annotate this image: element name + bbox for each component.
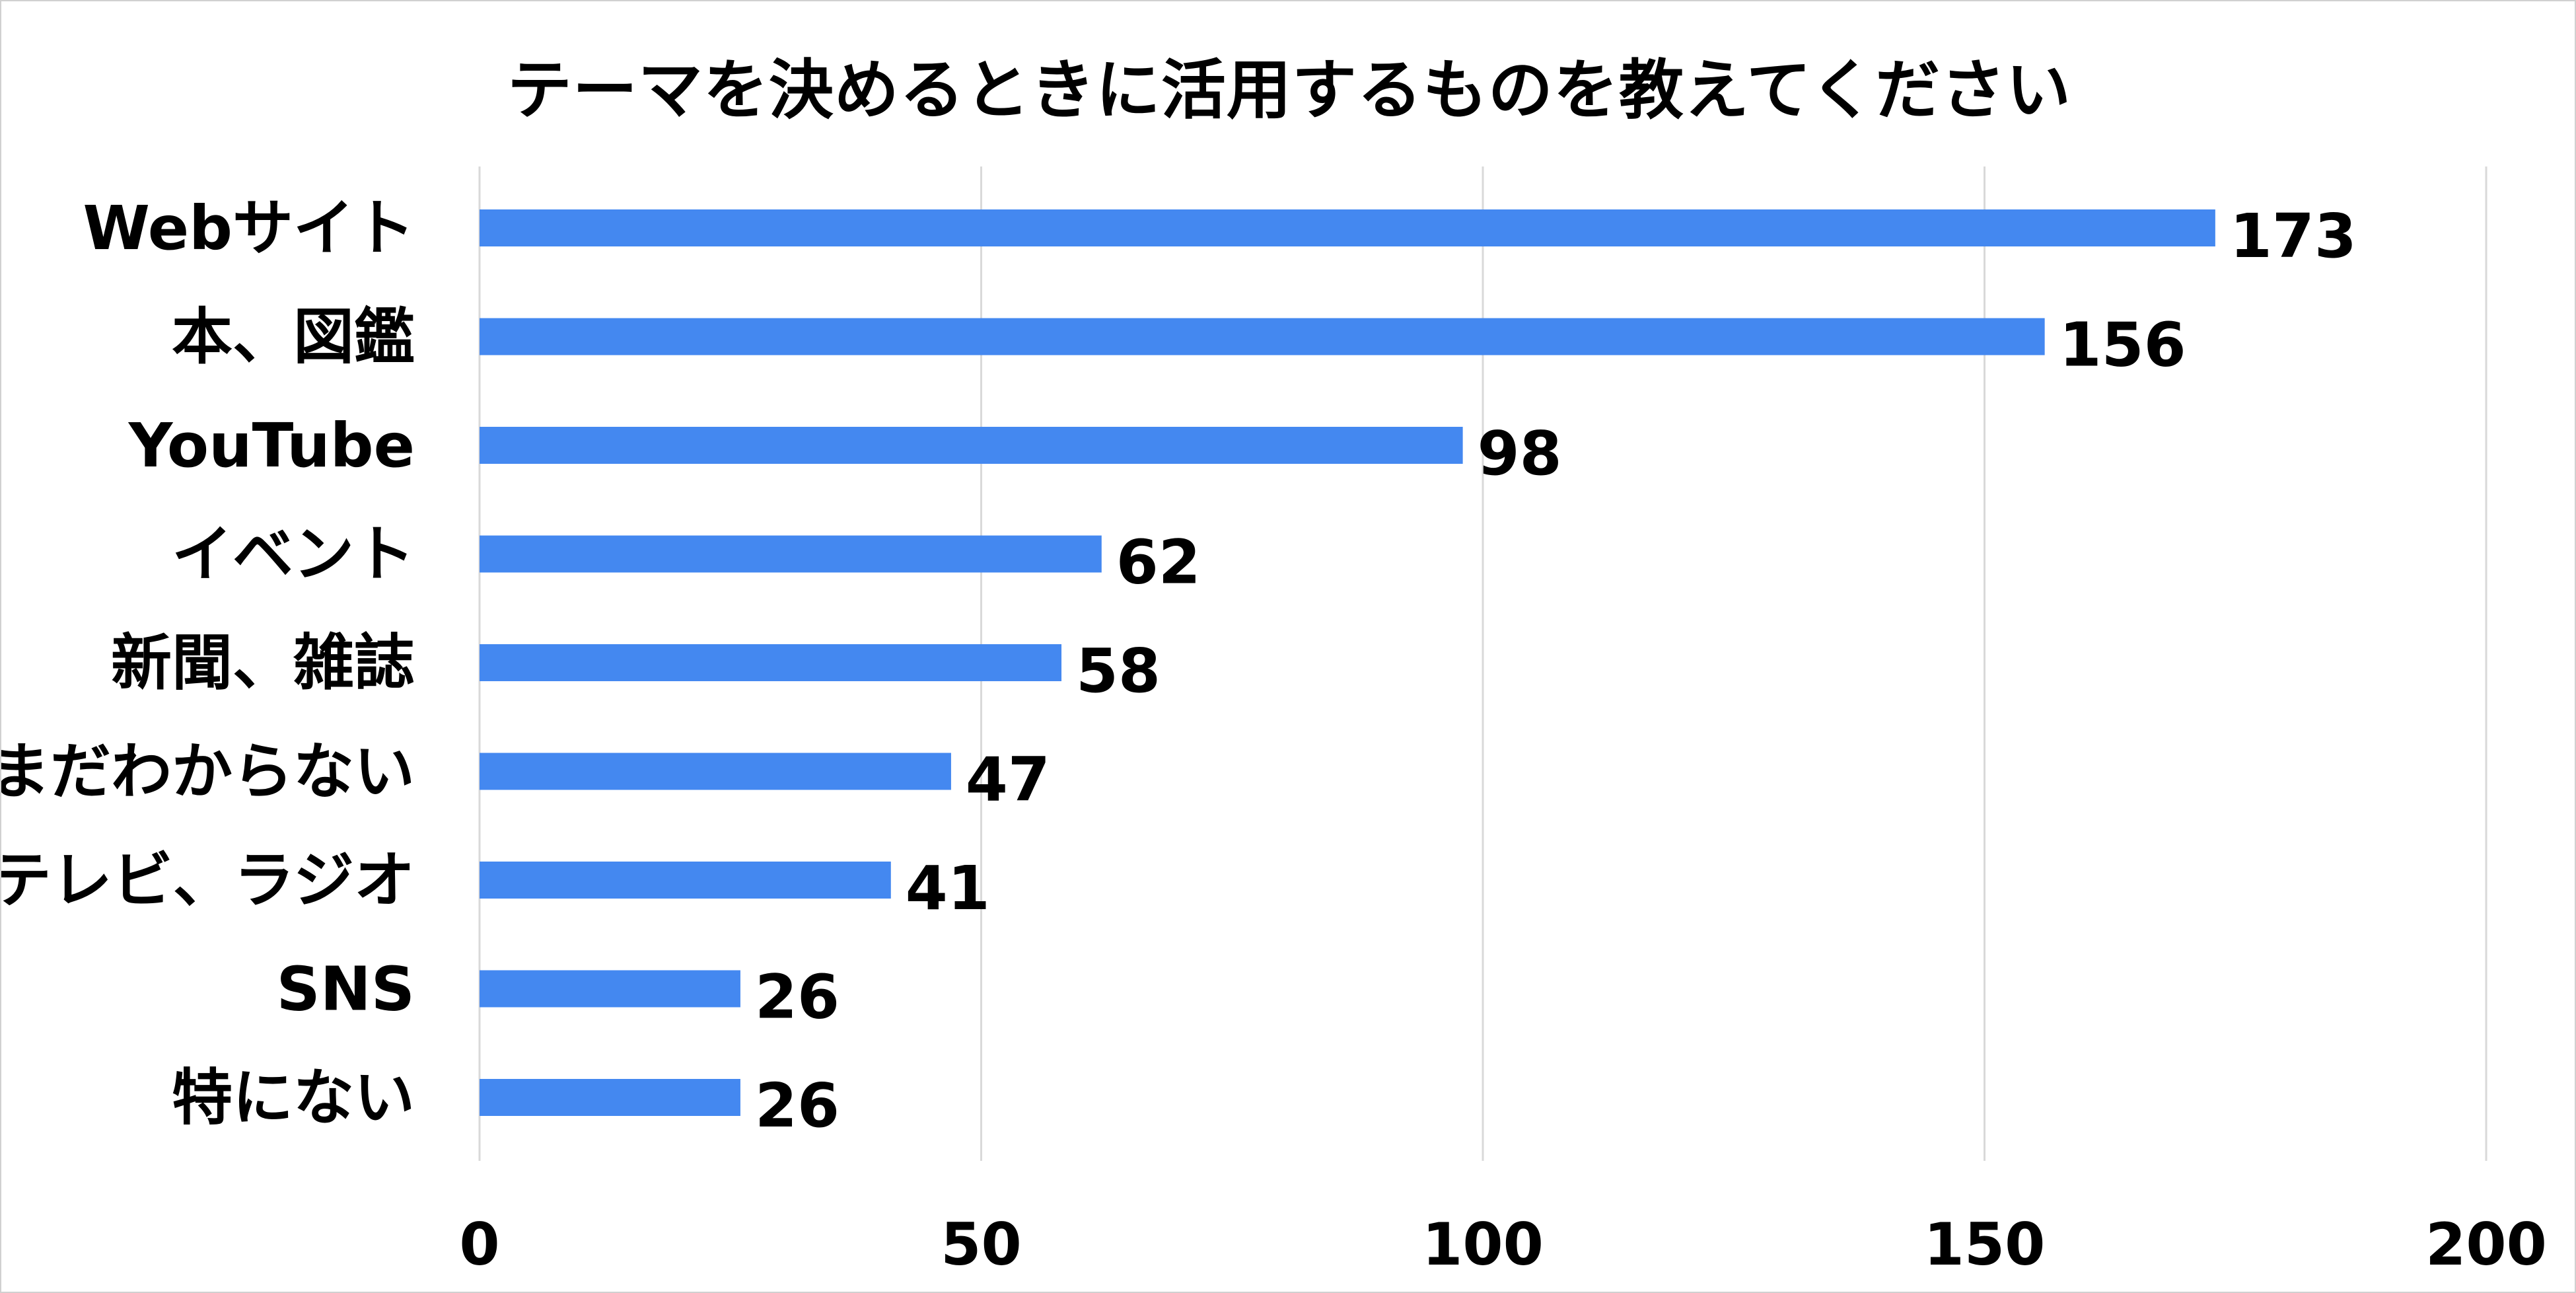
- value-label: 26: [755, 1070, 840, 1141]
- category-label: 本、図鑑: [172, 302, 415, 373]
- category-label: 特にない: [172, 1062, 415, 1133]
- bar: [480, 862, 891, 899]
- value-label: 156: [2059, 310, 2186, 381]
- x-tick-label: 50: [941, 1210, 1021, 1278]
- bar: [480, 209, 2215, 246]
- chart-title: テーマを決めるときに活用するものを教えてください: [507, 53, 2072, 128]
- bar: [480, 1079, 740, 1116]
- bar: [480, 427, 1463, 464]
- category-label: Webサイト: [83, 193, 415, 264]
- x-tick-label: 150: [1924, 1210, 2046, 1278]
- bar: [480, 970, 740, 1008]
- value-label: 62: [1116, 527, 1201, 598]
- x-tick-label: 200: [2425, 1210, 2547, 1278]
- x-tick-label: 100: [1422, 1210, 1544, 1278]
- category-label: 新聞、雑誌: [111, 628, 415, 698]
- value-label: 47: [966, 745, 1050, 815]
- bar: [480, 753, 951, 790]
- category-label: YouTube: [128, 410, 415, 481]
- x-tick-label: 0: [459, 1210, 499, 1278]
- category-label: まだわからない: [1, 737, 415, 807]
- category-label: テレビ、ラジオ: [1, 845, 415, 916]
- bar: [480, 318, 2045, 355]
- bar: [480, 644, 1062, 681]
- category-label: SNS: [276, 954, 415, 1025]
- bars: [480, 209, 2215, 1116]
- value-label: 58: [1076, 636, 1161, 706]
- value-labels: 173 156 98 62 58 47 41 26 26: [755, 201, 2357, 1141]
- value-label: 98: [1478, 418, 1562, 489]
- value-label: 26: [755, 962, 840, 1033]
- category-label: イベント: [172, 519, 415, 590]
- x-axis-tick-labels: 0 50 100 150 200: [459, 1210, 2546, 1278]
- value-label: 41: [906, 853, 990, 924]
- bar: [480, 535, 1102, 573]
- value-label: 173: [2230, 201, 2357, 272]
